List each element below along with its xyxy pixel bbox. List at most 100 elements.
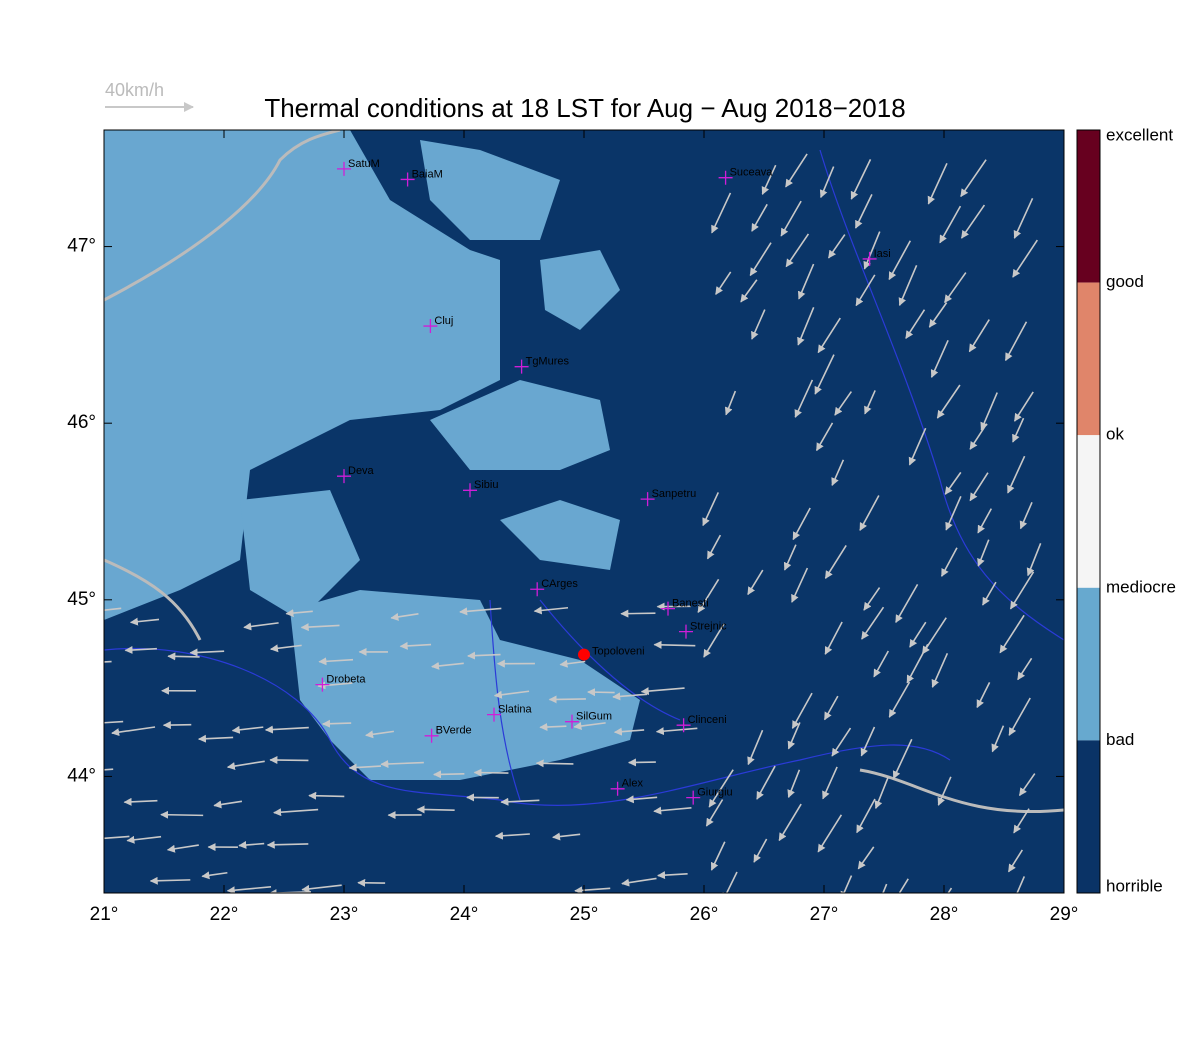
bad-zones (104, 130, 640, 780)
city-label: CArges (541, 578, 578, 590)
city-marker (676, 718, 691, 733)
wind-arrow (559, 659, 586, 668)
wind-arrow (753, 838, 768, 863)
wind-arrow (905, 309, 926, 340)
wind-arrow (620, 609, 656, 618)
wind-arrow (898, 265, 918, 307)
wind-arrow (574, 886, 611, 893)
highlight-marker (578, 648, 590, 661)
wind-arrow (621, 877, 657, 887)
wind-arrow (123, 797, 158, 806)
wind-arrow (640, 687, 685, 696)
wind-arrow (873, 650, 890, 678)
wind-arrow (213, 800, 243, 809)
city-marker (337, 469, 351, 484)
wind-arrow (977, 508, 993, 534)
borders (104, 130, 1064, 814)
wind-arrow (300, 623, 340, 632)
city-marker (424, 728, 439, 743)
wind-arrow (124, 645, 157, 654)
city-marker (610, 781, 625, 796)
wind-arrow (864, 390, 876, 415)
wind-arrow (266, 840, 309, 849)
wind-arrow (160, 810, 204, 819)
wind-arrow (909, 621, 927, 648)
wind-arrow (854, 194, 873, 229)
x-tick-label: 23° (330, 904, 359, 925)
wind-arrow (1004, 321, 1028, 362)
city-marker (514, 359, 529, 374)
city-label: TgMures (526, 356, 570, 368)
wind-arrow (587, 688, 615, 697)
city-label: Drobeta (326, 673, 366, 685)
wind-arrow (189, 648, 225, 657)
wind-arrow (831, 727, 852, 757)
city-label: Sibiu (474, 479, 498, 491)
wind-arrow (882, 883, 888, 893)
wind-arrow (960, 204, 986, 239)
city-label: Sanpetru (652, 488, 697, 500)
wind-arrow (977, 539, 990, 567)
x-tick-label: 27° (810, 904, 839, 925)
wind-arrow (706, 534, 722, 560)
city-label: Alex (622, 778, 644, 790)
colorbar-label: ok (1106, 425, 1124, 444)
colorbar-band (1077, 282, 1100, 436)
wind-arrow (548, 695, 586, 704)
wind-arrow (895, 583, 919, 624)
city-marker (686, 790, 701, 805)
colorbar-label: excellent (1106, 125, 1173, 144)
wind-arrow (1019, 501, 1033, 530)
x-tick-label: 25° (570, 904, 599, 925)
city-marker (423, 319, 438, 334)
wind-arrow (655, 727, 698, 736)
wind-arrow (756, 765, 776, 800)
colorbar-band (1077, 587, 1100, 741)
wind-arrow (894, 878, 909, 893)
city-marker (661, 601, 675, 616)
wind-arrow (797, 263, 815, 300)
x-tick-label: 22° (210, 904, 239, 925)
wind-arrow (991, 725, 1005, 753)
wind-arrow (625, 795, 658, 804)
colorbar-label: mediocre (1106, 577, 1176, 596)
wind-arrow (710, 841, 726, 871)
wind-arrow (874, 777, 889, 810)
wind-arrow (840, 875, 853, 893)
wind-arrow (834, 391, 853, 416)
wind-arrow (708, 769, 734, 808)
city-label: SilGum (576, 711, 612, 723)
wind-arrow (787, 769, 801, 799)
wind-arrow (969, 423, 988, 450)
wind-arrow (778, 803, 802, 842)
wind-arrow (822, 766, 838, 800)
wind-arrow (533, 606, 569, 615)
wind-arrow (751, 203, 768, 232)
wind-arrow (749, 242, 772, 277)
x-tick-label: 21° (90, 904, 119, 925)
y-tick-label: 45° (67, 589, 96, 610)
wind-arrow (653, 640, 696, 649)
wind-arrow (927, 163, 948, 205)
wind-arrow (780, 200, 802, 237)
wind-arrow (936, 384, 961, 419)
wind-arrow (705, 799, 724, 827)
city-marker (315, 677, 330, 692)
wind-arrows (104, 153, 1042, 893)
wind-arrow (857, 846, 875, 870)
wind-arrow (149, 876, 191, 885)
wind-arrow (1018, 773, 1036, 797)
wind-arrow (467, 651, 501, 660)
wind-arrow (817, 317, 841, 354)
city-label: Iasi (874, 248, 891, 260)
wind-arrow (856, 798, 876, 834)
wind-arrow (657, 871, 688, 880)
wind-arrow (976, 682, 991, 709)
wind-arrow (318, 657, 354, 666)
wind-arrow (888, 240, 912, 281)
city-label: Strejnic (690, 621, 727, 633)
wind-arrow (1007, 849, 1024, 873)
wind-arrow (399, 641, 432, 650)
city-marker (565, 714, 579, 729)
